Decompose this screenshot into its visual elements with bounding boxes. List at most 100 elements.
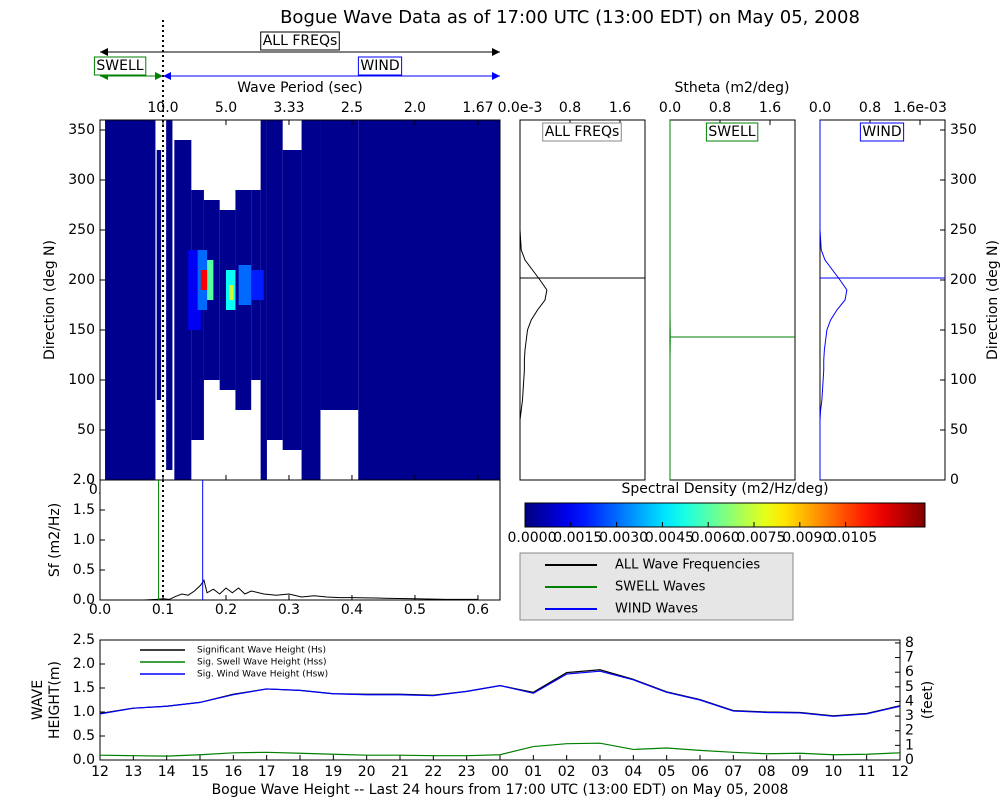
y2-tick-label: 4 <box>905 693 914 709</box>
legend-label: Sig. Wind Wave Height (Hsw) <box>197 670 328 680</box>
x-tick-label: 05 <box>658 764 676 780</box>
y2-tick-label: 7 <box>905 650 914 666</box>
x-tick-label: 12 <box>91 764 109 780</box>
legend-label: ALL Wave Frequencies <box>615 558 760 573</box>
x-tick-label: 06 <box>691 764 709 780</box>
colorbar-tick-label: 0.0105 <box>828 530 877 546</box>
heatmap-cell <box>358 120 500 480</box>
y-tick-label: 1.5 <box>73 502 95 518</box>
y-tick-label: 300 <box>68 172 95 188</box>
heatmap-cell <box>320 120 359 410</box>
x2-tick-label: 5.0 <box>215 100 237 116</box>
y-tick-label: 0 <box>86 472 95 488</box>
y-tick-label: 2.5 <box>73 632 95 648</box>
y-axis-label: Direction (deg N) <box>42 240 58 360</box>
y2-tick-label: 3 <box>905 708 914 724</box>
panel-label: WIND <box>862 124 901 140</box>
y-tick-label: 250 <box>950 222 977 238</box>
x-tick-label: 23 <box>458 764 476 780</box>
heatmap-cell <box>156 150 162 400</box>
y-tick-label: 350 <box>950 122 977 138</box>
y-tick-label: 1.5 <box>73 680 95 696</box>
x-tick-label: 13 <box>124 764 142 780</box>
heatmap-cell <box>105 120 156 480</box>
y-tick-label: 50 <box>77 422 95 438</box>
colorbar-tick-label: 0.0060 <box>691 530 740 546</box>
heatmap-cell <box>238 265 252 305</box>
colorbar-tick-label: 0.0030 <box>599 530 648 546</box>
panel-label: ALL FREQs <box>545 124 620 140</box>
x-tick-label: 0.1 <box>152 602 174 618</box>
x-tick-label: 0.0 <box>809 100 831 116</box>
y-tick-label: 0.0 <box>73 592 95 608</box>
x-tick-label: 11 <box>858 764 876 780</box>
colorbar-tick-label: 0.0045 <box>645 530 694 546</box>
plot-frame <box>99 479 501 601</box>
band-label: SWELL <box>96 58 143 74</box>
y-tick-label: 2.0 <box>73 656 95 672</box>
x-tick-label: 0.5 <box>404 602 426 618</box>
height-line <box>99 742 901 757</box>
y-tick-label: 50 <box>950 422 968 438</box>
heatmap-cell <box>282 150 302 450</box>
x2-tick-label: 2.5 <box>341 100 363 116</box>
y-axis-label: Sf (m2/Hz) <box>47 503 63 577</box>
colorbar-tick-label: 0.0015 <box>553 530 602 546</box>
arrow-head <box>492 72 500 80</box>
colorbar-tick-label: 0.0090 <box>782 530 831 546</box>
arrow-head <box>100 48 108 56</box>
label-box <box>859 122 905 142</box>
x-tick-label: 1.6 <box>609 100 631 116</box>
x-tick-label: 19 <box>324 764 342 780</box>
profile-line <box>519 120 548 480</box>
x2-axis-label: Wave Period (sec) <box>237 80 363 96</box>
x2-tick-label: 10.0 <box>147 100 178 116</box>
heatmap-cell <box>188 250 201 330</box>
label-box <box>705 122 759 142</box>
x-tick-label: 1.6 <box>759 100 781 116</box>
y-axis-label: WAVE <box>30 680 46 720</box>
heatmap-cell <box>207 260 214 300</box>
x-tick-label: 0.0e-3 <box>498 100 543 116</box>
y2-tick-label: 6 <box>905 664 914 680</box>
heatmap-cell <box>166 120 173 470</box>
y-tick-label: 150 <box>68 322 95 338</box>
heatmap-cell <box>251 270 264 300</box>
x-tick-label: 07 <box>724 764 742 780</box>
y-tick-label: 1.0 <box>73 532 95 548</box>
y-tick-label: 350 <box>68 122 95 138</box>
legend-label: WIND Waves <box>615 602 698 617</box>
x-tick-label: 04 <box>624 764 642 780</box>
x-tick-label: 0.8 <box>859 100 881 116</box>
plot-frame <box>669 119 796 481</box>
label-box <box>542 122 622 142</box>
x-tick-label: 21 <box>391 764 409 780</box>
y-tick-label: 0.5 <box>73 728 95 744</box>
x-tick-label: 0.0 <box>89 602 111 618</box>
y-tick-label: 200 <box>68 272 95 288</box>
x-tick-label: 12 <box>891 764 909 780</box>
heatmap-cell <box>174 140 192 480</box>
x-tick-label: 0.0 <box>659 100 681 116</box>
colorbar-tick-label: 0.0000 <box>508 530 557 546</box>
x-axis-label: Stheta (m2/deg) <box>675 80 790 96</box>
heatmap-cell <box>200 270 208 290</box>
x-tick-label: 0.3 <box>278 602 300 618</box>
arrow-head <box>492 48 500 56</box>
y-tick-label: 1.0 <box>73 704 95 720</box>
y-tick-label: 0 <box>950 472 959 488</box>
heatmap-cell <box>301 120 321 480</box>
label-box <box>357 56 403 76</box>
y-tick-label: 2.0 <box>73 472 95 488</box>
y-tick-label: 0.0 <box>73 752 95 768</box>
y-axis-label: HEIGHT(m) <box>47 661 63 739</box>
colorbar-label: Spectral Density (m2/Hz/deg) <box>621 481 828 497</box>
y2-tick-label: 1 <box>905 737 914 753</box>
spectrum-line <box>118 578 478 601</box>
x-tick-label: 0.4 <box>341 602 363 618</box>
y-tick-label: 100 <box>68 372 95 388</box>
heatmap-cell <box>266 120 283 440</box>
x-tick-label: 0.6 <box>467 602 489 618</box>
